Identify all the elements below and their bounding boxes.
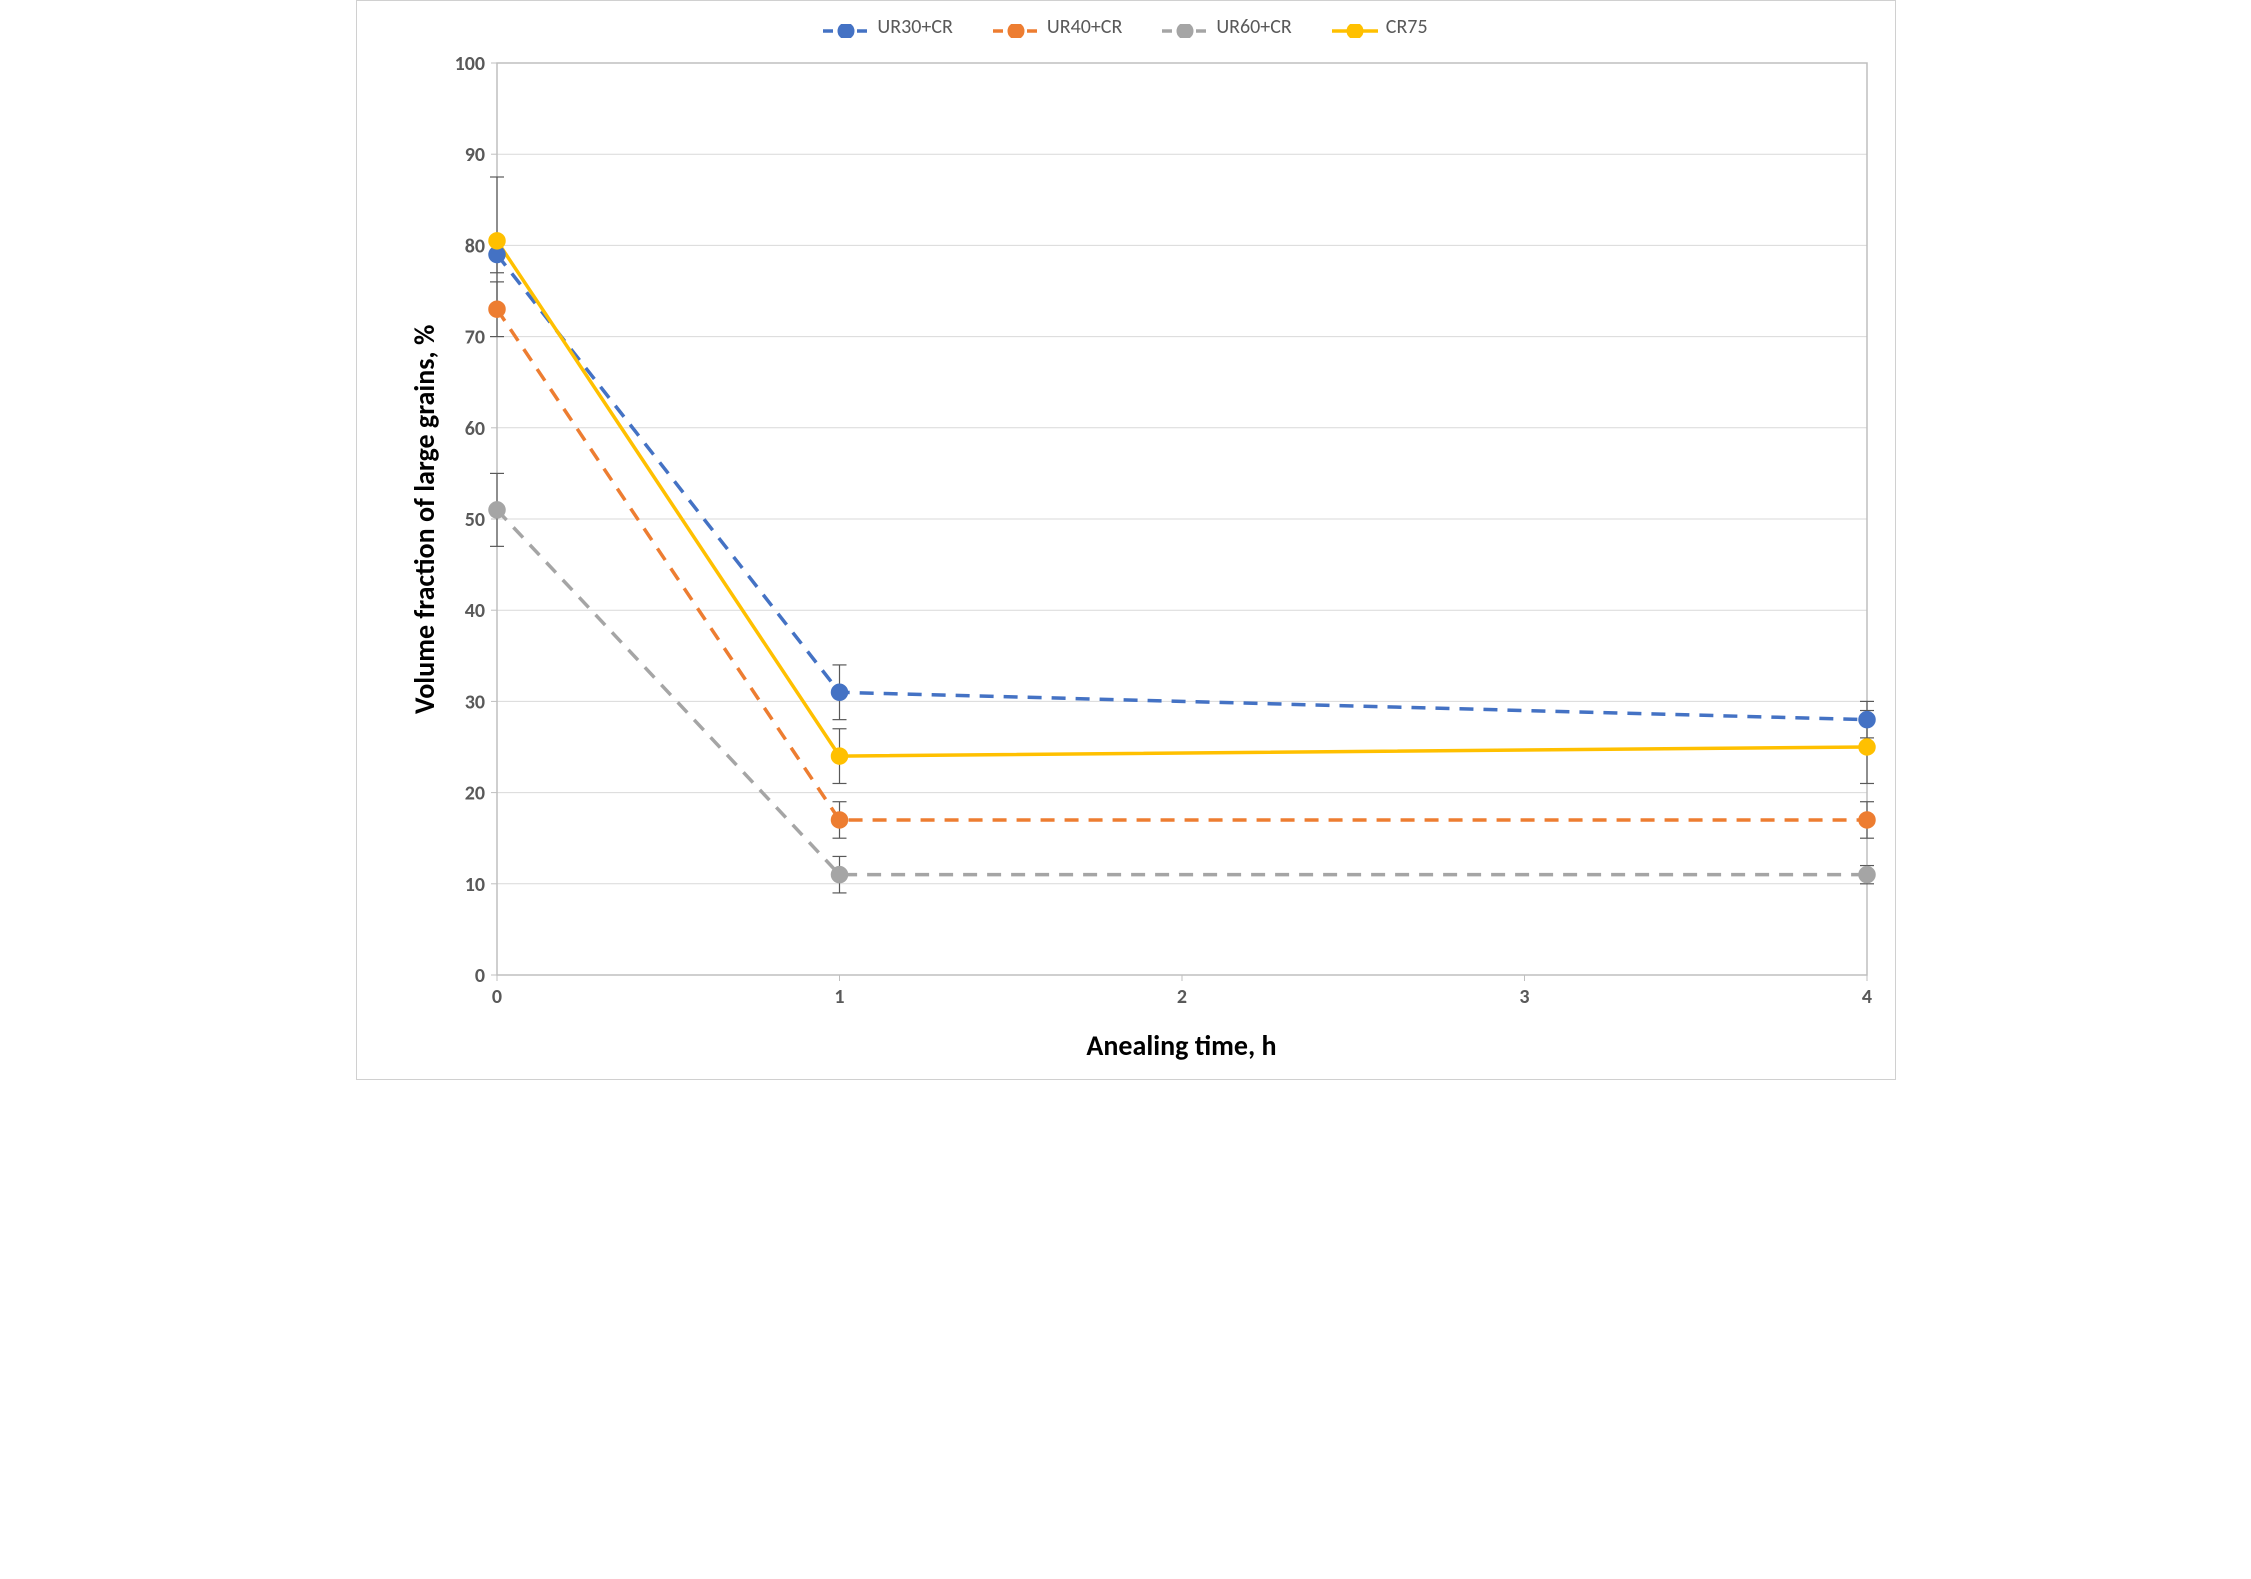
svg-text:1: 1 [834,985,844,1009]
svg-text:0: 0 [474,964,484,988]
legend-label: CR75 [1386,15,1428,39]
svg-text:70: 70 [464,326,484,350]
data-marker [1859,739,1875,755]
svg-text:4: 4 [1861,985,1871,1009]
data-marker [1859,712,1875,728]
series-line [497,255,1867,720]
data-marker [1859,812,1875,828]
svg-text:80: 80 [464,234,484,258]
legend-entry: UR60+CR [1162,15,1291,39]
chart-container: UR30+CR UR40+CR UR60+CR CR75 Volume frac… [356,0,1896,1080]
data-marker [489,502,505,518]
legend-label: UR40+CR [1047,15,1122,39]
legend-entry: CR75 [1332,15,1428,39]
legend-entry: UR30+CR [823,15,952,39]
svg-text:20: 20 [464,782,484,806]
plot-area: Volume fraction of large grains, % 01020… [357,43,1895,1075]
data-marker [831,684,847,700]
svg-text:3: 3 [1519,985,1529,1009]
data-marker [831,812,847,828]
data-marker [489,301,505,317]
legend-swatch [1332,20,1378,34]
svg-text:90: 90 [464,143,484,167]
data-marker [489,233,505,249]
data-marker [831,748,847,764]
svg-text:40: 40 [464,599,484,623]
svg-text:30: 30 [464,690,484,714]
chart-svg: 0 10 20 30 40 50 60 70 80 90 100 0 1 2 3 4 [357,43,1897,1075]
svg-text:60: 60 [464,417,484,441]
y-axis-title: Volume fraction of large grains, % [407,324,442,713]
svg-text:100: 100 [454,52,484,76]
series-line [497,309,1867,820]
data-marker [831,867,847,883]
legend-label: UR30+CR [877,15,952,39]
series-line [497,241,1867,756]
svg-text:0: 0 [491,985,501,1009]
x-axis-title: Anealing time, h [1086,1028,1276,1063]
data-marker [1859,867,1875,883]
legend: UR30+CR UR40+CR UR60+CR CR75 [357,1,1895,43]
legend-swatch [823,20,869,34]
legend-swatch [1162,20,1208,34]
svg-text:10: 10 [464,873,484,897]
svg-text:50: 50 [464,508,484,532]
legend-swatch [993,20,1039,34]
svg-text:2: 2 [1176,985,1186,1009]
legend-entry: UR40+CR [993,15,1122,39]
legend-label: UR60+CR [1216,15,1291,39]
series-line [497,510,1867,875]
